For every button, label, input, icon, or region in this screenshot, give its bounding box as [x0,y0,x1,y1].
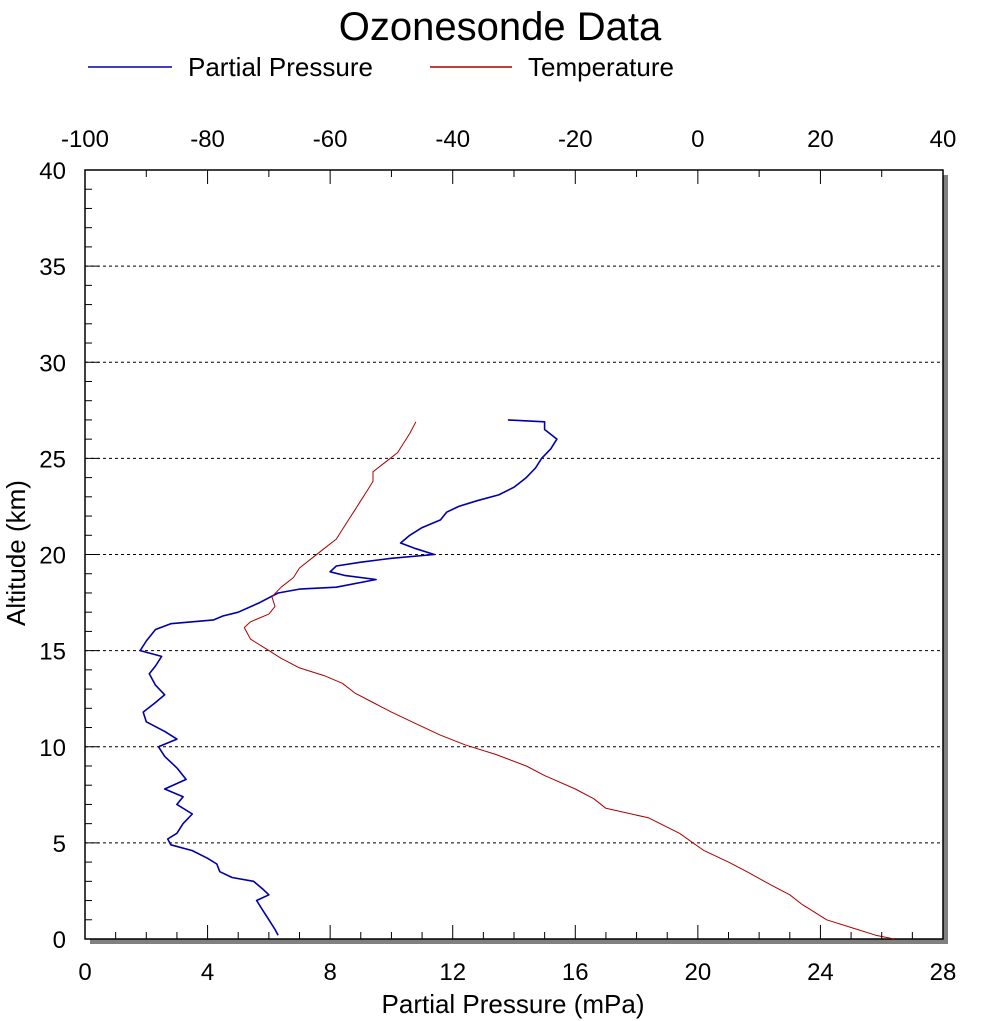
x-bottom-tick-label-3: 12 [439,959,466,986]
labels-layer: 0 4 8 12 16 20 24 28 -100 -80 -60 -40 -20 0 20 40 0 5 10 15… [39,126,956,986]
x-bottom-tick-label-2: 8 [323,959,336,986]
x-top-tick-label-1: -80 [190,126,225,153]
series-line-0 [139,419,558,936]
y-tick-label-3: 15 [39,639,66,666]
legend-label-partial-pressure: Partial Pressure [188,52,373,82]
x-top-tick-label-7: 40 [930,126,957,153]
y-tick-label-6: 30 [39,350,66,377]
y-tick-label-2: 10 [39,735,66,762]
ticks-layer [84,169,944,940]
x-top-tick-label-5: 0 [691,126,704,153]
y-tick-label-1: 5 [53,831,66,858]
x-top-tick-label-3: -40 [435,126,470,153]
y-tick-label-4: 20 [39,543,66,570]
y-tick-label-5: 25 [39,446,66,473]
x-bottom-tick-label-4: 16 [562,959,589,986]
series-line-1 [243,421,895,940]
x-top-tick-label-0: -100 [61,126,109,153]
x-top-tick-label-4: -20 [558,126,593,153]
y-axis-title: Altitude (km) [1,480,31,626]
x-axis-title: Partial Pressure (mPa) [382,989,645,1019]
legend-label-temperature: Temperature [528,52,674,82]
grid-lines [85,265,943,844]
chart-title: Ozonesonde Data [339,5,662,49]
series-layer [139,419,895,940]
x-bottom-tick-label-7: 28 [930,959,957,986]
y-tick-label-7: 35 [39,254,66,281]
x-bottom-tick-label-0: 0 [78,959,91,986]
x-bottom-tick-label-5: 20 [685,959,712,986]
y-tick-label-0: 0 [53,927,66,954]
x-top-tick-label-2: -60 [313,126,348,153]
x-bottom-tick-label-1: 4 [201,959,214,986]
y-tick-label-8: 40 [39,158,66,185]
x-top-tick-label-6: 20 [807,126,834,153]
x-bottom-tick-label-6: 24 [807,959,834,986]
